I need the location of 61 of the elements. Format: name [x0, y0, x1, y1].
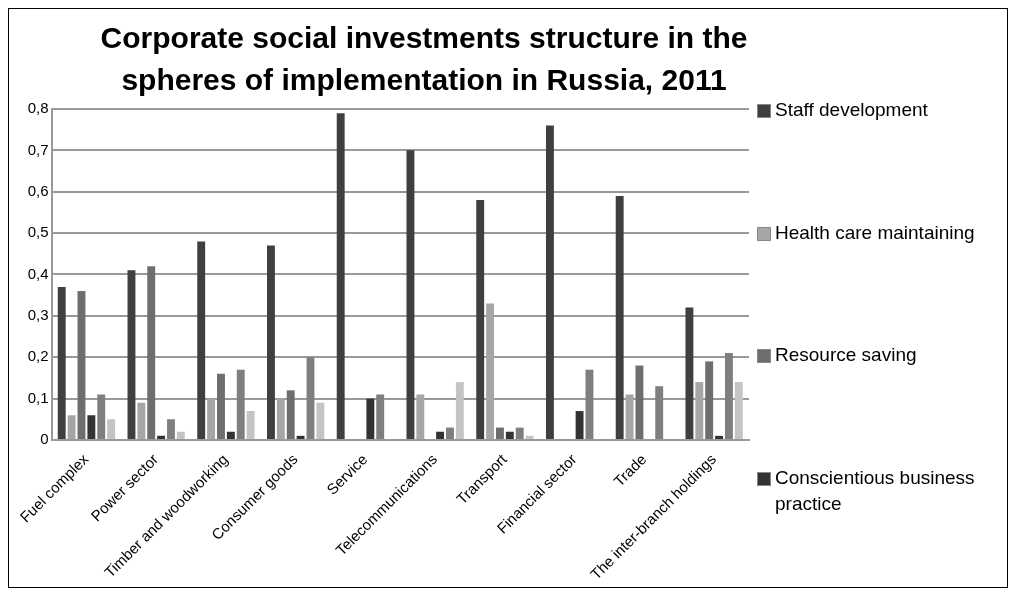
bar: [695, 382, 704, 439]
bar: [685, 307, 694, 439]
bar: [157, 435, 166, 439]
bar: [97, 394, 106, 439]
bar: [267, 245, 275, 439]
bar: [296, 435, 305, 439]
bar: [575, 411, 584, 439]
bar: [525, 435, 534, 439]
bar: [455, 382, 464, 439]
bar: [107, 419, 116, 439]
bar: [625, 394, 634, 439]
bar: [137, 402, 146, 439]
bar: [446, 427, 454, 439]
y-tick-label: 0,3: [27, 306, 49, 324]
bar: [316, 402, 325, 439]
bar: [167, 419, 175, 439]
bar: [436, 431, 445, 439]
legend-label: Health care maintaining: [775, 220, 975, 245]
y-tick-label: 0,1: [27, 388, 49, 406]
bar: [496, 427, 504, 439]
bar: [505, 431, 514, 439]
y-tick-label: 0,8: [27, 99, 49, 117]
bar: [476, 200, 485, 439]
y-tick-label: 0,7: [27, 140, 49, 158]
bar: [725, 353, 733, 439]
y-tick-label: 0: [40, 430, 49, 448]
bar: [486, 303, 495, 439]
bar: [366, 398, 375, 439]
bar: [406, 150, 415, 439]
bar: [246, 411, 255, 439]
bar: [147, 266, 156, 439]
bar: [705, 361, 714, 439]
bar: [226, 431, 235, 439]
bar: [734, 382, 743, 439]
legend-label: Conscientious business practice: [775, 465, 976, 516]
bar: [67, 415, 76, 439]
chart-title: Corporate social investments structure in the spheres of implementation in Russia, 2011: [99, 20, 749, 98]
bar: [236, 369, 245, 439]
y-tick-label: 0,6: [27, 181, 49, 199]
bar: [545, 125, 554, 439]
bar: [176, 431, 185, 439]
y-tick-label: 0,5: [27, 223, 49, 241]
bar: [207, 398, 216, 439]
bar: [197, 241, 206, 439]
legend-label: Staff development: [775, 98, 928, 122]
bar: [655, 386, 664, 439]
bar: [217, 373, 225, 439]
bar: [635, 365, 644, 439]
bar: [336, 113, 345, 439]
bar: [416, 394, 425, 439]
bar: [87, 415, 96, 439]
bar: [715, 435, 724, 439]
bar: [286, 390, 295, 439]
bar: [57, 286, 66, 439]
bar: [515, 427, 524, 439]
bar: [615, 195, 624, 439]
bar: [276, 398, 285, 439]
legend-label: Resource saving: [775, 343, 917, 368]
bar: [376, 394, 385, 439]
y-tick-label: 0,2: [27, 347, 49, 365]
y-tick-label: 0,4: [27, 264, 49, 282]
